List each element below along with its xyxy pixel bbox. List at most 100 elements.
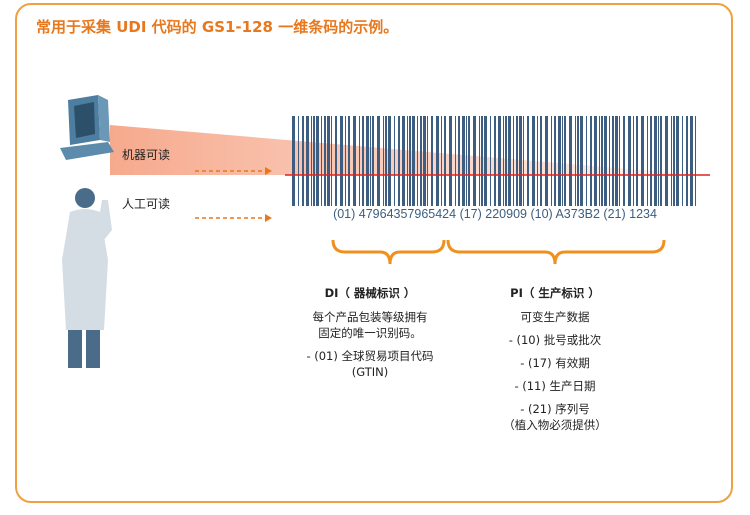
barcode-bar [590,116,592,206]
barcode-bar [628,116,631,206]
barcode-bar [316,116,319,206]
barcode-bar [503,116,504,206]
machine-readable-label: 机器可读 [122,148,171,162]
barcode-bar [441,116,442,206]
barcode-bar [650,116,652,206]
barcode-bar [633,116,634,206]
barcode-bar [302,116,304,206]
barcode-bar [577,116,579,206]
barcode-bar [660,116,662,206]
pi-item: - (11) 生产日期 [514,379,596,393]
pi-brace [446,239,666,265]
pi-heading: PI（ 生产标识 ） [510,286,600,300]
barcode-bar [676,116,679,206]
person-doctor-icon [62,188,112,368]
barcode-bar [423,116,426,206]
page-title: 常用于采集 UDI 代码的 GS1-128 一维条码的示例。 [36,18,399,36]
barcode-bar [311,116,312,206]
computer-monitor-icon [60,95,114,160]
barcode-bar [498,116,501,206]
barcode-bar [686,116,688,206]
barcode-bar [298,116,299,206]
barcode-bar [327,116,330,206]
di-desc-2: 固定的唯一识别码。 [318,326,422,340]
barcode-bar [673,116,675,206]
barcode-bar [494,116,496,206]
barcode-bar [431,116,433,206]
di-item-2: (GTIN) [351,365,389,379]
barcode [292,116,696,206]
pi-desc: 可变生产数据 [520,310,590,324]
barcode-bar [388,116,391,206]
barcode-bar [377,116,380,206]
barcode-bar [313,116,315,206]
barcode-bar [409,116,411,206]
barcode-bar [348,116,350,206]
barcode-bar [458,116,460,206]
barcode-bar [554,116,556,206]
pi-item: - (10) 批号或批次 [508,333,602,347]
barcode-bar [647,116,648,206]
barcode-bar [407,116,408,206]
barcode-bar [366,116,369,206]
barcode-bar [537,116,538,206]
barcode-bar [623,116,625,206]
barcode-bar [527,116,529,206]
barcode-bar [564,116,566,206]
pi-item: - (17) 有效期 [520,356,590,370]
human-readable-label: 人工可读 [122,197,171,211]
barcode-bar [427,116,428,206]
barcode-bar [481,116,483,206]
barcode-bar [575,116,576,206]
barcode-bar [385,116,387,206]
barcode-bar [473,116,476,206]
barcode-bar [420,116,422,206]
barcode-bar [402,116,405,206]
barcode-bar [398,116,400,206]
barcode-bar [532,116,535,206]
barcode-bar [612,116,614,206]
barcode-bar [586,116,587,206]
barcode-bar [436,116,439,206]
di-section: DI（ 器械标识 ） 每个产品包装等级拥有 固定的唯一识别码。 - (01) 全… [290,285,450,380]
barcode-bar [383,116,384,206]
barcode-bar [516,116,518,206]
barcode-bar [292,116,295,206]
barcode-bar [545,116,548,206]
barcode-bar [562,116,563,206]
barcode-bar [484,116,487,206]
barcode-bar [569,116,572,206]
barcode-bar [353,116,356,206]
barcode-bar [455,116,456,206]
barcode-bar [551,116,552,206]
barcode-bar [658,116,659,206]
barcode-human-text: (01) 47964357965424 (17) 220909 (10) A37… [333,207,657,221]
barcode-bar [394,116,395,206]
barcode-bar [412,116,415,206]
barcode-bar [619,116,620,206]
barcode-bar [444,116,446,206]
barcode-bar [665,116,668,206]
barcode-bar [604,116,607,206]
barcode-bar [417,116,418,206]
di-heading: DI（ 器械标识 ） [324,286,416,300]
barcode-bar [324,116,326,206]
barcode-bar [508,116,511,206]
barcode-bar [490,116,491,206]
barcode-bar [599,116,600,206]
di-desc-1: 每个产品包装等级拥有 [312,310,428,324]
barcode-bar [540,116,542,206]
di-item-1: - (01) 全球贸易项目代码 [306,349,434,363]
barcode-bar [558,116,561,206]
barcode-bar [594,116,597,206]
pi-item: - (21) 序列号 [520,402,590,416]
frame [15,3,733,503]
barcode-bar [615,116,618,206]
barcode-bar [331,116,332,206]
barcode-bar [462,116,465,206]
barcode-bar [370,116,371,206]
barcode-bar [636,116,638,206]
barcode-bar [449,116,452,206]
barcode-bar [682,116,683,206]
